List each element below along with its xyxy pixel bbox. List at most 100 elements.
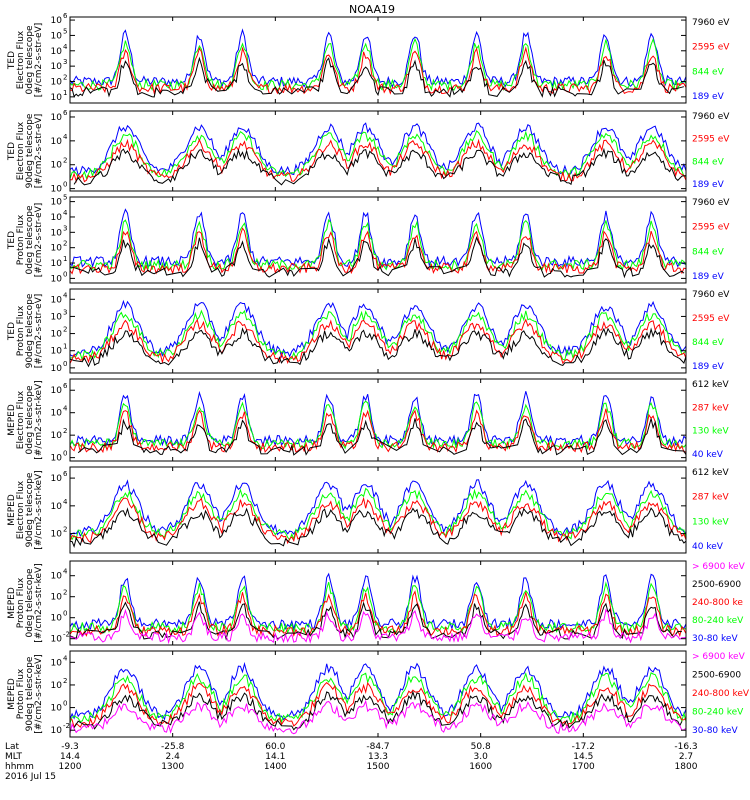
legend-entry: 189 eV bbox=[692, 362, 725, 372]
x-row-value: 1700 bbox=[572, 762, 595, 772]
y-tick-exponent: 4 bbox=[63, 209, 68, 217]
trace-black bbox=[73, 690, 683, 731]
y-tick-label: 10 bbox=[51, 681, 63, 691]
y-tick-exponent: 4 bbox=[63, 291, 68, 299]
x-row-value: 2.4 bbox=[166, 752, 181, 762]
x-row-value: 13.3 bbox=[368, 752, 388, 762]
y-tick-exponent: 4 bbox=[63, 568, 68, 576]
x-row-value: -17.2 bbox=[572, 742, 595, 752]
trace-green bbox=[69, 487, 687, 541]
trace-black bbox=[73, 147, 687, 186]
legend-entry: 189 eV bbox=[692, 92, 725, 102]
y-tick-exponent: 1 bbox=[63, 89, 67, 97]
y-axis-label-line: Electron Flux bbox=[16, 30, 26, 89]
x-row-value: 1300 bbox=[161, 762, 184, 772]
y-tick-exponent: 6 bbox=[63, 109, 68, 117]
y-tick-exponent: 2 bbox=[63, 157, 67, 165]
trace-green bbox=[69, 671, 687, 725]
y-tick-exponent: 0 bbox=[63, 270, 67, 278]
trace-green bbox=[69, 218, 687, 272]
x-row-value: 1800 bbox=[675, 762, 698, 772]
legend-entry: 287 keV bbox=[692, 493, 729, 503]
y-tick-label: 10 bbox=[51, 244, 63, 254]
panel-frame bbox=[69, 110, 687, 192]
y-axis-label-line: [#/cm2-s-str-eV] bbox=[34, 294, 44, 369]
y-tick-exponent: 0 bbox=[63, 450, 67, 458]
trace-green bbox=[69, 130, 687, 180]
trace-blue bbox=[69, 572, 687, 631]
figure-title: NOAA19 bbox=[349, 3, 395, 16]
y-tick-exponent: 4 bbox=[63, 43, 68, 51]
y-axis-label-line: [#/cm2-s-str-keV] bbox=[34, 470, 44, 549]
legend-entry: 40 keV bbox=[692, 542, 724, 552]
y-tick-label: 10 bbox=[51, 31, 63, 41]
y-tick-exponent: 4 bbox=[63, 654, 68, 662]
y-tick-label: 10 bbox=[51, 113, 63, 123]
y-axis-label-line: MEPED bbox=[7, 587, 17, 619]
y-tick-label: 10 bbox=[51, 295, 63, 305]
trace-red bbox=[69, 227, 687, 275]
y-tick-label: 10 bbox=[51, 347, 63, 357]
y-tick-label: 10 bbox=[51, 137, 63, 147]
trace-green bbox=[69, 400, 687, 450]
x-row-value: 14.5 bbox=[573, 752, 593, 762]
y-axis-label-line: Electron Flux bbox=[16, 121, 26, 180]
legend-entry: 2595 eV bbox=[692, 135, 730, 145]
y-tick-label: 10 bbox=[51, 635, 63, 645]
y-tick-label: 10 bbox=[51, 530, 63, 540]
y-tick-exponent: 6 bbox=[63, 470, 68, 478]
legend-entry: 844 eV bbox=[692, 67, 725, 77]
y-tick-exponent: 0 bbox=[63, 700, 67, 708]
panel-frame bbox=[69, 650, 687, 738]
x-row-value: 1200 bbox=[59, 762, 82, 772]
y-tick-exponent: 2 bbox=[63, 74, 67, 82]
y-tick-exponent: -2 bbox=[63, 631, 70, 639]
y-tick-exponent: 3 bbox=[63, 224, 67, 232]
y-tick-exponent: 2 bbox=[63, 326, 67, 334]
legend-entry: 7960 eV bbox=[692, 18, 730, 28]
legend-entry: 189 eV bbox=[692, 272, 725, 282]
y-tick-label: 10 bbox=[51, 198, 63, 208]
trace-blue bbox=[69, 208, 687, 269]
x-row-label: hhmm bbox=[5, 762, 34, 772]
trace-red bbox=[69, 408, 687, 454]
y-tick-label: 10 bbox=[51, 16, 63, 26]
y-tick-exponent: -2 bbox=[63, 722, 70, 730]
legend-entry: 40 keV bbox=[692, 450, 724, 460]
y-tick-exponent: 4 bbox=[63, 498, 68, 506]
legend-entry: 844 eV bbox=[692, 157, 725, 167]
y-axis-label-line: [#/cm2-s-str-eV] bbox=[34, 114, 44, 189]
y-axis-label-line: TED bbox=[7, 51, 17, 70]
legend-entry: 130 keV bbox=[692, 517, 729, 527]
y-tick-label: 10 bbox=[51, 614, 63, 624]
y-axis-label-line: [#/cm2-s-str-keV] bbox=[34, 563, 44, 642]
y-tick-exponent: 4 bbox=[63, 405, 68, 413]
y-axis-label-line: Electron Flux bbox=[16, 480, 26, 539]
x-row-value: 2.7 bbox=[679, 752, 693, 762]
y-tick-label: 10 bbox=[51, 62, 63, 72]
y-tick-label: 10 bbox=[51, 228, 63, 238]
y-tick-label: 10 bbox=[51, 704, 63, 714]
y-tick-label: 10 bbox=[51, 454, 63, 464]
legend-entry: 844 eV bbox=[692, 247, 725, 257]
trace-blue bbox=[69, 390, 687, 448]
legend-entry: 844 eV bbox=[692, 338, 725, 348]
y-tick-exponent: 0 bbox=[63, 360, 67, 368]
legend-entry: 130 keV bbox=[692, 427, 729, 437]
y-tick-label: 10 bbox=[51, 593, 63, 603]
legend-entry: > 6900 keV bbox=[692, 652, 746, 662]
trace-black bbox=[69, 56, 685, 98]
trace-red bbox=[69, 681, 687, 729]
y-tick-label: 10 bbox=[51, 161, 63, 171]
legend-entry: 30-80 keV bbox=[692, 634, 738, 644]
y-tick-exponent: 2 bbox=[63, 589, 67, 597]
y-tick-exponent: 5 bbox=[63, 194, 67, 202]
y-axis-label-line: [#/cm2-s-str-eV] bbox=[34, 203, 44, 278]
x-row-label: MLT bbox=[5, 752, 23, 762]
legend-entry: 240-800 ke bbox=[692, 598, 743, 608]
